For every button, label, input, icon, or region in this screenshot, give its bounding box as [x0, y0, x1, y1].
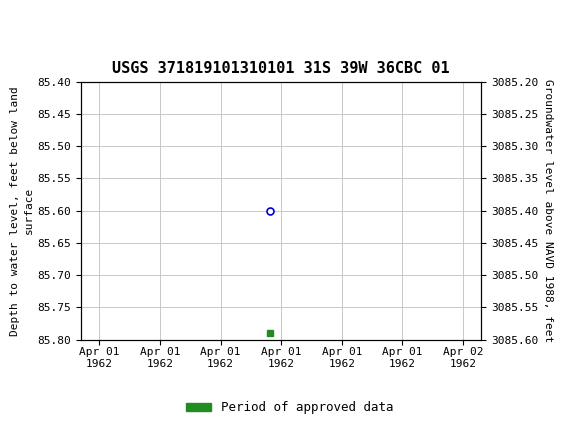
Y-axis label: Groundwater level above NAVD 1988, feet: Groundwater level above NAVD 1988, feet — [542, 79, 553, 342]
Text: USGS: USGS — [44, 10, 107, 31]
Legend: Period of approved data: Period of approved data — [181, 396, 399, 419]
Y-axis label: Depth to water level, feet below land
surface: Depth to water level, feet below land su… — [10, 86, 34, 335]
Title: USGS 371819101310101 31S 39W 36CBC 01: USGS 371819101310101 31S 39W 36CBC 01 — [113, 61, 450, 77]
